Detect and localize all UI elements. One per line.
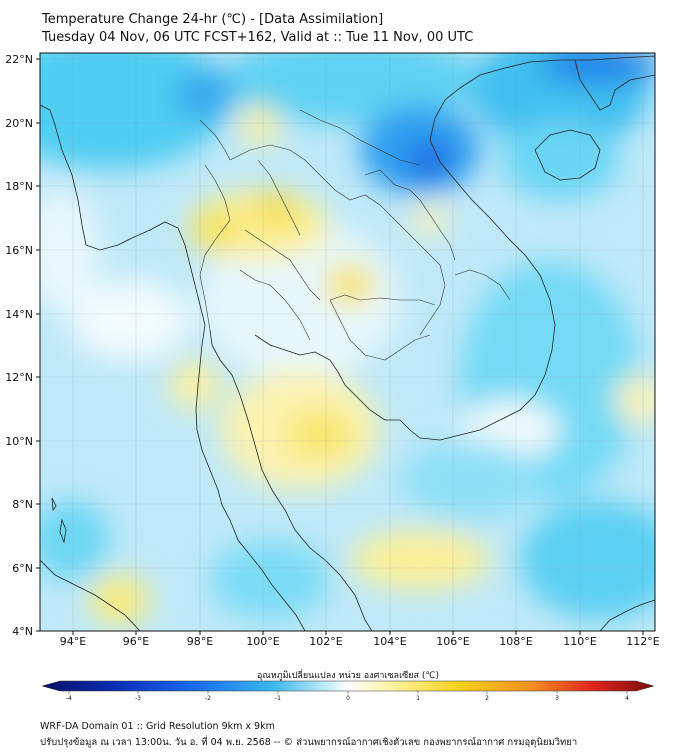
longitude-ticks: 94°E 96°E 98°E 100°E 102°E 104°E 106°E 1…	[60, 631, 660, 648]
lon-label: 112°E	[626, 635, 659, 648]
map-title: Temperature Change 24-hr (℃) - [Data Ass…	[42, 12, 384, 27]
colorbar-tick: 0	[346, 695, 350, 702]
colorbar-gradient	[41, 680, 655, 692]
colorbar-label: อุณหภูมิเปลี่ยนแปลง หน่วย องศาเซลเซียส (…	[256, 671, 440, 681]
map-subtitle: Tuesday 04 Nov, 06 UTC FCST+162, Valid a…	[42, 30, 474, 45]
country-borders	[199, 109, 511, 361]
colorbar-tick: 2	[485, 695, 489, 702]
map-frame	[39, 52, 656, 632]
lat-label: 18°N	[5, 180, 33, 193]
colorbar-tick: 1	[416, 695, 420, 702]
lon-label: 94°E	[60, 635, 86, 648]
lat-label: 6°N	[12, 562, 33, 575]
latitude-ticks: 22°N 20°N 18°N 16°N 14°N 12°N 10°N 8°N 6…	[5, 53, 40, 638]
lat-label: 14°N	[5, 308, 33, 321]
lat-label: 12°N	[5, 371, 33, 384]
colorbar-tick: -2	[205, 695, 211, 702]
lat-label: 8°N	[12, 498, 33, 511]
lon-label: 100°E	[246, 635, 279, 648]
lat-label: 20°N	[5, 117, 33, 130]
lat-label: 22°N	[5, 53, 33, 66]
lat-label: 16°N	[5, 244, 33, 257]
lon-label: 104°E	[373, 635, 406, 648]
temperature-field	[40, 53, 655, 631]
colorbar-tick: 4	[625, 695, 629, 702]
lon-label: 102°E	[309, 635, 342, 648]
footer-credit: ปรับปรุงข้อมูล ณ เวลา 13:00น. วัน อ. ที่…	[40, 737, 578, 748]
colorbar-tick: -1	[275, 695, 281, 702]
lon-label: 108°E	[499, 635, 532, 648]
colorbar: -4 -3 -2 -1 0 1 2 3 4	[41, 680, 655, 702]
lon-label: 98°E	[187, 635, 213, 648]
lon-label: 106°E	[436, 635, 469, 648]
coastlines	[40, 55, 655, 631]
colorbar-tick: -3	[135, 695, 141, 702]
lat-label: 4°N	[12, 625, 33, 638]
colorbar-tick: 3	[555, 695, 559, 702]
footer-resolution: WRF-DA Domain 01 :: Grid Resolution 9km …	[40, 721, 275, 732]
lat-label: 10°N	[5, 435, 33, 448]
lon-label: 110°E	[563, 635, 596, 648]
lon-label: 96°E	[123, 635, 149, 648]
colorbar-tick: -4	[66, 695, 72, 702]
